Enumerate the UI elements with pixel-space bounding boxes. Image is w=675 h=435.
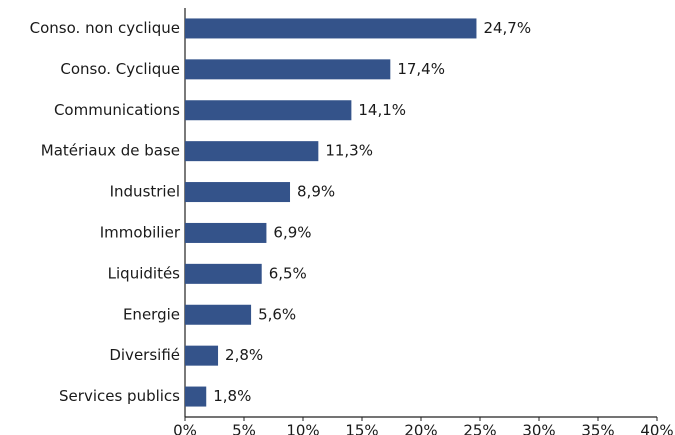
bar	[185, 59, 391, 80]
x-tick-label: 30%	[522, 422, 555, 435]
y-tick-label: Industriel	[110, 183, 180, 201]
value-label: 11,3%	[325, 142, 373, 160]
x-tick-label: 5%	[232, 422, 256, 435]
bar	[185, 263, 262, 284]
bar	[185, 141, 319, 162]
bar	[185, 182, 291, 203]
value-label: 6,5%	[269, 264, 307, 282]
x-tick-label: 20%	[404, 422, 437, 435]
value-label: 14,1%	[358, 101, 406, 119]
y-tick-label: Communications	[54, 101, 180, 119]
value-label: 6,9%	[273, 223, 311, 241]
bar	[185, 345, 219, 366]
y-tick-label: Immobilier	[100, 223, 181, 241]
value-label: 24,7%	[483, 19, 531, 37]
bar	[185, 386, 207, 407]
bar	[185, 18, 477, 39]
y-tick-label: Diversifié	[109, 346, 180, 364]
x-tick-label: 15%	[345, 422, 378, 435]
value-label: 5,6%	[258, 305, 296, 323]
x-tick-label: 35%	[581, 422, 614, 435]
y-tick-label: Energie	[123, 305, 180, 323]
x-tick-label: 10%	[286, 422, 319, 435]
bar	[185, 222, 267, 243]
y-tick-label: Conso. Cyclique	[60, 60, 180, 78]
bar	[185, 100, 352, 121]
value-label: 2,8%	[225, 346, 263, 364]
value-label: 17,4%	[397, 60, 445, 78]
bar	[185, 304, 252, 325]
value-label: 1,8%	[213, 387, 251, 405]
y-tick-label: Services publics	[59, 387, 180, 405]
y-tick-label: Conso. non cyclique	[30, 19, 180, 37]
x-tick-label: 0%	[173, 422, 197, 435]
value-label: 8,9%	[297, 183, 335, 201]
y-tick-label: Matériaux de base	[41, 142, 180, 160]
x-tick-label: 40%	[640, 422, 673, 435]
y-tick-label: Liquidités	[108, 264, 181, 282]
x-tick-label: 25%	[463, 422, 496, 435]
